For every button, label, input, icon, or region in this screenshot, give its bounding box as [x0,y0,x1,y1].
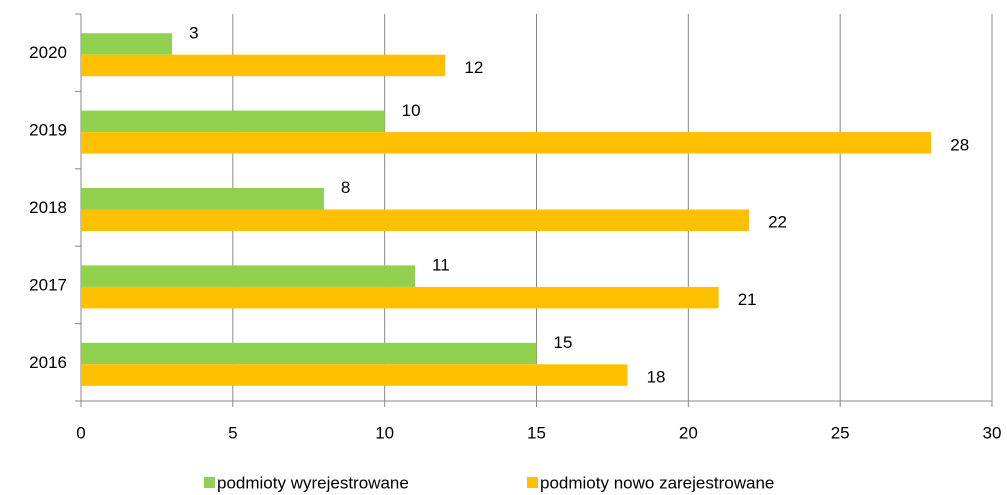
data-label: 28 [950,135,969,154]
data-label: 18 [647,368,666,387]
data-label: 12 [464,58,483,77]
legend-swatch [204,477,215,488]
data-label: 15 [554,333,573,352]
data-label: 22 [768,213,787,232]
legend-label: podmioty wyrejestrowane [217,473,409,492]
bar [81,286,719,309]
data-label: 8 [341,178,350,197]
legend-swatch [527,477,538,488]
data-label: 11 [432,256,450,275]
bar [81,209,750,231]
bar [81,188,324,210]
bar [81,54,446,77]
x-tick-label: 30 [983,423,1002,442]
y-tick-label: 2019 [29,121,67,140]
x-tick-label: 25 [831,423,850,442]
bar [81,265,416,287]
y-tick-label: 2020 [29,43,67,62]
x-tick-label: 0 [76,423,85,442]
y-tick-label: 2018 [29,198,67,217]
data-label: 21 [738,290,757,309]
data-label: 3 [189,23,198,42]
y-tick-label: 2017 [29,275,67,294]
bar [81,342,537,365]
x-tick-label: 15 [527,423,546,442]
x-tick-label: 5 [228,423,237,442]
bar [81,364,628,386]
x-tick-label: 20 [679,423,698,442]
x-tick-label: 10 [375,423,394,442]
bar [81,33,173,55]
y-tick-label: 2016 [29,353,67,372]
legend-label: podmioty nowo zarejestrowane [540,473,774,492]
bar [81,110,385,133]
data-label: 10 [402,101,421,120]
bar [81,132,932,154]
